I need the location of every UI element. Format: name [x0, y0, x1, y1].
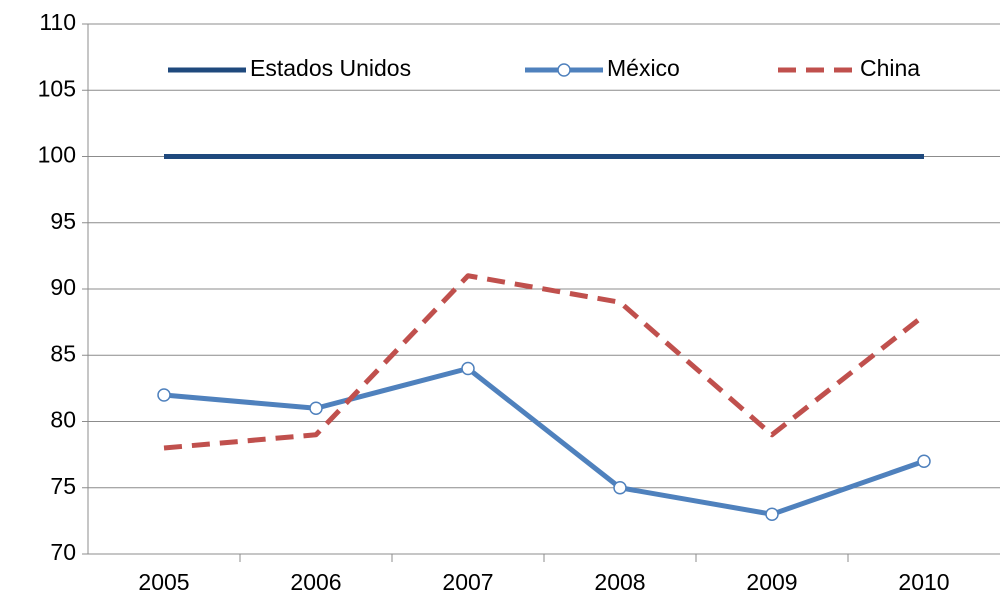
x-tick-label: 2005 [138, 569, 189, 595]
data-point [309, 401, 323, 415]
data-point [613, 481, 627, 495]
x-tick-label: 2009 [746, 569, 797, 595]
y-tick-label: 85 [50, 340, 76, 366]
y-tick-label: 80 [50, 407, 76, 433]
x-tick-label: 2006 [290, 569, 341, 595]
data-point [765, 507, 779, 521]
y-tick-label: 100 [38, 142, 76, 168]
series-line [163, 366, 925, 517]
y-tick-label: 105 [38, 75, 76, 101]
data-point [917, 454, 931, 468]
x-tick-label: 2008 [594, 569, 645, 595]
y-tick-label: 110 [39, 9, 76, 35]
data-point [157, 388, 171, 402]
legend-marker [557, 63, 571, 77]
y-tick-label: 75 [50, 473, 76, 499]
x-tick-label: 2007 [442, 569, 493, 595]
legend-label: México [607, 55, 680, 81]
legend-label: China [860, 55, 920, 81]
data-point [461, 361, 475, 376]
y-tick-label: 90 [50, 274, 76, 300]
x-tick-label: 2010 [898, 569, 949, 595]
series-line [163, 273, 926, 451]
legend-label: Estados Unidos [250, 55, 411, 81]
y-tick-label: 70 [50, 539, 76, 565]
y-tick-label: 95 [50, 208, 76, 234]
